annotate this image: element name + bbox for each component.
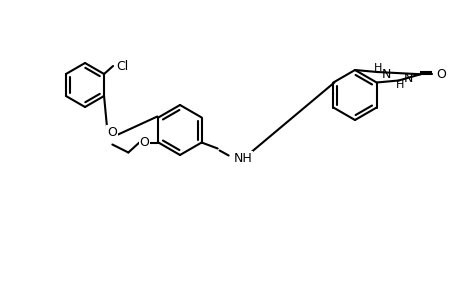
Text: N: N <box>403 72 412 85</box>
Text: O: O <box>436 68 446 81</box>
Text: O: O <box>139 136 149 149</box>
Text: NH: NH <box>233 152 252 165</box>
Text: H: H <box>395 80 403 89</box>
Text: O: O <box>107 125 117 139</box>
Text: Cl: Cl <box>116 59 128 73</box>
Text: H: H <box>373 63 381 73</box>
Text: N: N <box>381 68 391 80</box>
